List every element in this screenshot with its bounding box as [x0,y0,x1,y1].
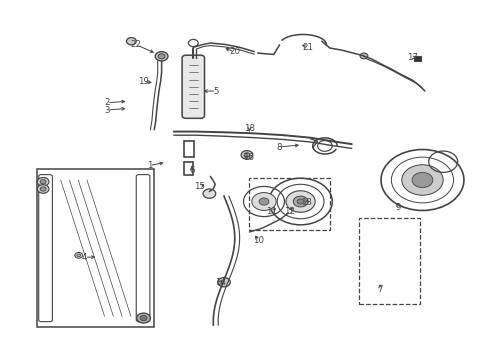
Circle shape [137,313,150,323]
Bar [358,218,419,304]
Circle shape [203,189,215,198]
Text: 4: 4 [81,253,87,262]
Text: 21: 21 [302,43,313,52]
Circle shape [126,38,136,45]
Text: 17: 17 [407,53,417,62]
Circle shape [217,278,230,287]
Circle shape [75,252,82,258]
Text: 10: 10 [252,236,263,245]
Circle shape [37,177,49,186]
Text: 18: 18 [244,123,254,132]
Bar [37,169,154,327]
Text: 1: 1 [146,161,152,170]
Text: 20: 20 [229,48,240,57]
Text: 19: 19 [138,77,149,86]
Circle shape [37,185,49,193]
Circle shape [244,153,249,157]
Text: 7: 7 [377,284,382,293]
Circle shape [359,53,367,59]
Text: 6: 6 [189,166,194,175]
Circle shape [155,51,167,61]
Circle shape [293,196,307,207]
FancyBboxPatch shape [182,55,204,118]
Circle shape [259,198,268,205]
Circle shape [297,199,304,204]
Circle shape [411,172,432,188]
Circle shape [158,54,164,59]
Circle shape [285,191,315,212]
Text: 5: 5 [213,86,219,95]
Bar [413,56,420,61]
Text: 9: 9 [395,203,400,212]
Circle shape [140,316,147,320]
Circle shape [241,150,252,159]
Bar [249,178,329,230]
Text: 3: 3 [104,105,109,114]
Circle shape [40,180,46,184]
Circle shape [40,187,46,191]
Circle shape [401,165,442,195]
Circle shape [251,193,276,211]
Text: 12: 12 [283,207,294,216]
Text: 14: 14 [214,278,225,287]
Text: 11: 11 [265,207,276,216]
Text: 16: 16 [243,153,253,162]
Text: 13: 13 [301,198,312,207]
Text: 22: 22 [130,40,142,49]
Text: 2: 2 [104,98,109,107]
Circle shape [77,254,81,257]
Text: 15: 15 [194,182,205,191]
Text: 8: 8 [275,143,281,152]
